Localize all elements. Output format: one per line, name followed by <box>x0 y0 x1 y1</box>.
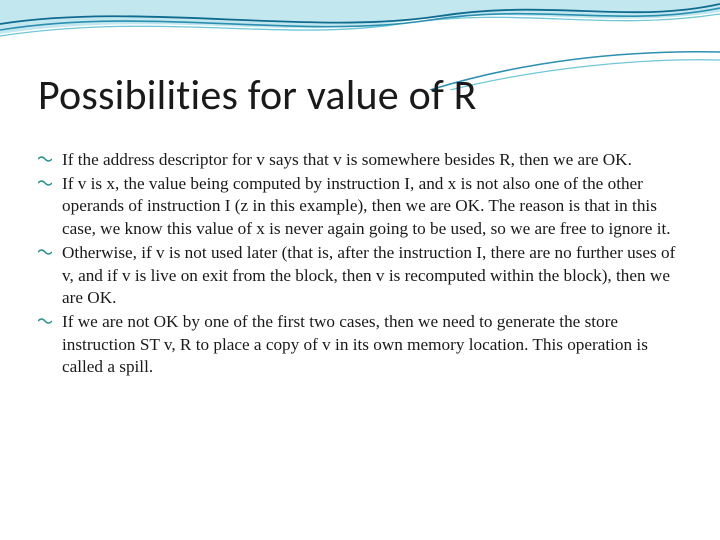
list-item: Otherwise, if v is not used later (that … <box>38 242 682 310</box>
list-item: If the address descriptor for v says tha… <box>38 149 682 172</box>
bullet-list: If the address descriptor for v says tha… <box>38 149 682 379</box>
slide-content: Possibilities for value of R If the addr… <box>38 70 682 380</box>
slide-title: Possibilities for value of R <box>38 70 682 121</box>
list-item: If v is x, the value being computed by i… <box>38 173 682 241</box>
list-item: If we are not OK by one of the first two… <box>38 311 682 379</box>
